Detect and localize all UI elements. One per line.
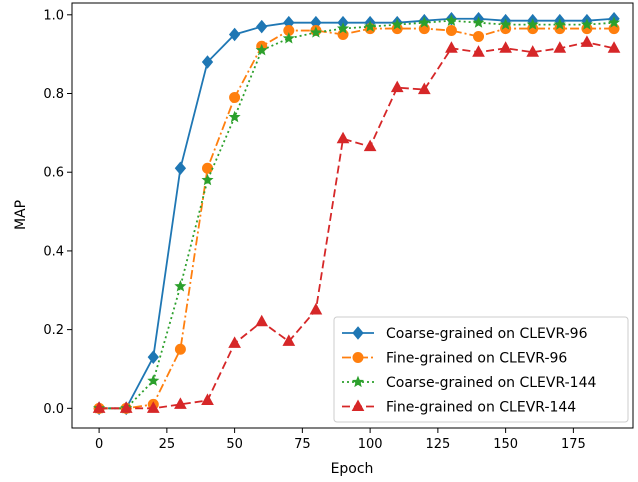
legend-label: Fine-grained on CLEVR-144	[386, 400, 576, 416]
data-point	[201, 393, 214, 405]
data-point	[92, 401, 106, 413]
y-tick-label: 0.2	[43, 323, 64, 338]
y-tick-label: 0.0	[43, 402, 64, 417]
x-tick-label: 150	[493, 437, 518, 452]
legend-label: Coarse-grained on CLEVR-144	[386, 375, 596, 391]
data-point	[174, 397, 187, 409]
legend-marker	[352, 352, 364, 363]
x-tick-label: 175	[561, 437, 586, 452]
x-ticks: 0 25 50 75 100 125 150 175	[95, 428, 586, 452]
data-point	[174, 343, 186, 355]
data-point	[255, 314, 269, 327]
data-point	[580, 35, 594, 47]
y-axis-label: MAP	[13, 200, 29, 230]
legend-item: Fine-grained on CLEVR-144	[342, 399, 576, 416]
data-point	[499, 41, 512, 53]
y-tick-label: 0.4	[43, 244, 64, 259]
legend-frame	[333, 316, 629, 423]
data-point	[147, 350, 159, 364]
y-tick-label: 0.6	[43, 166, 64, 181]
x-tick-label: 0	[95, 437, 103, 452]
data-point	[607, 16, 621, 28]
data-point	[146, 401, 160, 413]
legend-marker	[351, 375, 365, 388]
data-point	[553, 41, 567, 53]
data-point	[255, 43, 268, 56]
legend-item: Coarse-grained on CLEVR-144	[342, 375, 596, 391]
x-tick-label: 125	[425, 437, 450, 452]
x-tick-label: 25	[159, 437, 176, 452]
data-point	[119, 401, 133, 413]
data-point	[472, 45, 485, 57]
data-point	[363, 139, 377, 152]
y-tick-label: 1.0	[43, 8, 64, 23]
legend-label: Coarse-grained on CLEVR-96	[386, 326, 588, 342]
series-line-3	[99, 41, 615, 410]
data-point	[174, 279, 187, 292]
data-point	[472, 16, 485, 28]
data-point	[202, 162, 214, 174]
data-point	[580, 18, 593, 30]
y-ticks: 0.0 0.2 0.4 0.6 0.8 1.0	[43, 8, 72, 417]
series-line-1	[99, 27, 615, 410]
legend-marker	[351, 399, 365, 411]
series-layer	[92, 11, 621, 416]
data-point	[336, 22, 350, 34]
data-point	[445, 14, 458, 26]
y-tick-label: 0.8	[43, 87, 64, 102]
plot-frame	[71, 2, 634, 429]
x-axis-label: Epoch	[331, 461, 374, 477]
legend-label: Fine-grained on CLEVR-96	[386, 351, 567, 367]
axes-layer	[71, 2, 634, 429]
data-point	[228, 27, 241, 42]
data-point	[473, 30, 485, 42]
x-tick-label: 50	[226, 437, 243, 452]
legend-item: Fine-grained on CLEVR-96	[342, 351, 567, 367]
data-point	[228, 110, 241, 123]
data-point	[282, 32, 295, 44]
legend-marker	[352, 326, 364, 340]
data-point	[336, 131, 350, 144]
x-tick-label: 75	[294, 437, 311, 452]
series-2	[93, 14, 621, 414]
data-point	[309, 302, 323, 315]
data-point	[445, 25, 457, 37]
data-point	[390, 80, 404, 93]
data-point	[417, 82, 431, 95]
data-point	[282, 334, 296, 346]
data-point	[526, 45, 540, 57]
data-point	[256, 19, 268, 34]
data-point	[364, 20, 377, 32]
data-point	[445, 41, 458, 53]
data-point	[553, 18, 566, 30]
data-point	[229, 91, 241, 103]
data-point	[526, 18, 539, 30]
data-point	[418, 16, 431, 28]
data-point	[309, 26, 322, 38]
series-3	[92, 35, 621, 413]
data-point	[391, 18, 404, 30]
data-point	[174, 161, 187, 176]
data-point	[228, 336, 241, 348]
data-point	[201, 173, 214, 186]
legend: Coarse-grained on CLEVR-96 Fine-grained o…	[333, 316, 629, 423]
x-tick-label: 100	[358, 437, 383, 452]
data-point	[499, 18, 512, 30]
legend-item: Coarse-grained on CLEVR-96	[342, 326, 588, 342]
data-point	[607, 41, 621, 53]
data-point	[201, 55, 214, 69]
data-point	[147, 374, 160, 386]
